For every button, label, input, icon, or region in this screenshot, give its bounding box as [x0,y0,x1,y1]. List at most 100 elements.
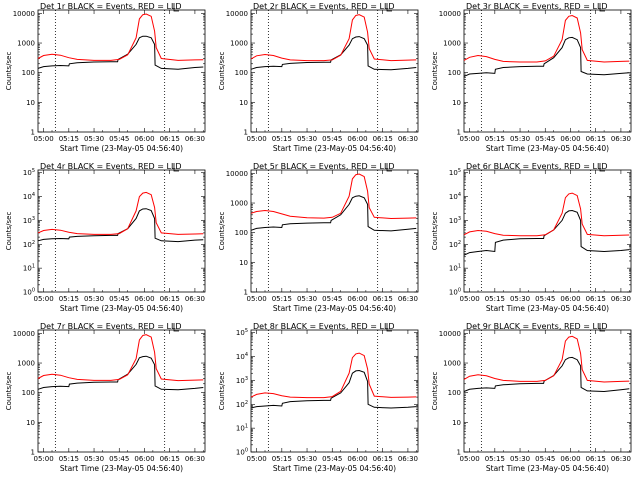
x-axis-label: Start Time (23-May-05 04:56:40) [486,144,609,153]
x-tick-label: 05:45 [535,135,555,143]
x-tick-label: 05:00 [34,135,54,143]
x-tick-label: 06:30 [398,295,418,303]
x-axis-label: Start Time (23-May-05 04:56:40) [273,144,396,153]
y-tick-label: 104 [236,352,248,361]
events-series-line [37,35,204,70]
lld-series-line [37,334,204,382]
events-series-line [250,195,417,232]
x-tick-label: 05:30 [297,455,317,463]
x-tick-label: 05:30 [84,455,104,463]
x-tick-label: 05:30 [297,135,317,143]
x-tick-label: 06:15 [160,135,180,143]
x-tick-label: 06:00 [560,135,580,143]
x-tick-label: 05:15 [272,295,292,303]
panel-title: Det 1r BLACK = Events, RED = LLD [40,2,182,11]
y-tick-label: 1 [457,449,461,457]
y-axis-label: Counts/sec [5,372,13,411]
x-tick-label: 06:15 [160,455,180,463]
x-axis-label: Start Time (23-May-05 04:56:40) [60,304,183,313]
y-tick-label: 1 [31,129,35,137]
lld-series-line [37,191,204,235]
panel-title: Det 9r BLACK = Events, RED = LLD [466,322,608,331]
x-tick-label: 05:00 [460,455,480,463]
detector-panel-1: Det 1r BLACK = Events, RED = LLD 1 10 100 10… [5,2,206,153]
x-tick-label: 05:45 [109,135,129,143]
x-tick-label: 05:15 [59,135,79,143]
x-tick-label: 05:45 [322,455,342,463]
panel-title: Det 5r BLACK = Events, RED = LLD [253,162,395,171]
x-tick-label: 06:00 [134,135,154,143]
y-tick-label: 101 [449,264,461,273]
x-tick-label: 05:45 [535,455,555,463]
y-tick-label: 103 [23,216,35,225]
y-tick-label: 100 [23,288,35,297]
y-tick-label: 100 [235,69,248,77]
panel-marker [386,3,392,12]
panel-marker [599,163,605,172]
events-series-line [37,355,204,391]
panel-title: Det 3r BLACK = Events, RED = LLD [466,2,608,11]
lld-series-line [463,192,630,237]
x-tick-label: 05:45 [109,295,129,303]
detector-panel-4: Det 4r BLACK = Events, RED = LLD 100 101 10… [5,162,206,313]
x-tick-label: 06:30 [185,455,205,463]
x-tick-label: 06:00 [134,455,154,463]
x-tick-label: 06:15 [586,295,606,303]
lld-series-line [250,173,417,220]
y-axis-label: Counts/sec [218,212,226,251]
detector-panel-7: Det 7r BLACK = Events, RED = LLD 1 10 100 10… [5,322,206,473]
y-axis-label: Counts/sec [218,372,226,411]
plot-frame [37,169,206,293]
x-axis-label: Start Time (23-May-05 04:56:40) [60,144,183,153]
y-axis-label: Counts/sec [431,372,439,411]
y-tick-label: 101 [23,264,35,273]
x-tick-label: 06:00 [347,295,367,303]
y-tick-label: 1 [244,289,248,297]
plot-frame [250,169,419,293]
panel-title: Det 8r BLACK = Events, RED = LLD [253,322,395,331]
y-tick-label: 103 [236,376,248,385]
x-tick-label: 06:00 [134,295,154,303]
x-tick-label: 06:15 [373,295,393,303]
y-axis-label: Counts/sec [218,52,226,91]
events-series-line [463,209,630,256]
x-axis-label: Start Time (23-May-05 04:56:40) [486,464,609,473]
y-tick-label: 1000 [443,40,461,48]
y-tick-label: 10000 [439,330,461,338]
y-tick-label: 10000 [439,10,461,18]
x-tick-label: 06:30 [398,455,418,463]
x-tick-label: 06:30 [611,455,631,463]
lld-series-line [250,352,417,399]
y-axis-label: Counts/sec [431,52,439,91]
plot-frame [250,9,419,133]
x-tick-label: 05:15 [59,455,79,463]
y-tick-label: 100 [448,69,461,77]
x-axis-label: Start Time (23-May-05 04:56:40) [273,464,396,473]
plot-frame [37,329,206,453]
x-tick-label: 05:30 [84,295,104,303]
panel-title: Det 7r BLACK = Events, RED = LLD [40,322,182,331]
plot-frame [250,329,419,453]
x-tick-label: 05:15 [485,295,505,303]
panel-marker [599,3,605,12]
y-tick-label: 104 [449,192,461,201]
y-tick-label: 104 [23,192,35,201]
x-tick-label: 05:00 [34,295,54,303]
x-tick-label: 06:15 [586,455,606,463]
y-tick-label: 1 [457,129,461,137]
y-axis-label: Counts/sec [5,212,13,251]
y-tick-label: 102 [23,240,35,249]
plot-frame [463,9,632,133]
y-tick-label: 1000 [17,360,35,368]
panel-title: Det 4r BLACK = Events, RED = LLD [40,162,182,171]
y-tick-label: 10 [452,99,461,107]
y-tick-label: 10000 [226,170,248,178]
x-tick-label: 06:30 [611,135,631,143]
y-tick-label: 105 [23,168,35,177]
events-series-line [37,208,204,243]
y-tick-label: 10 [239,259,248,267]
panel-marker [386,323,392,332]
x-tick-label: 06:00 [560,295,580,303]
x-tick-label: 05:45 [535,295,555,303]
